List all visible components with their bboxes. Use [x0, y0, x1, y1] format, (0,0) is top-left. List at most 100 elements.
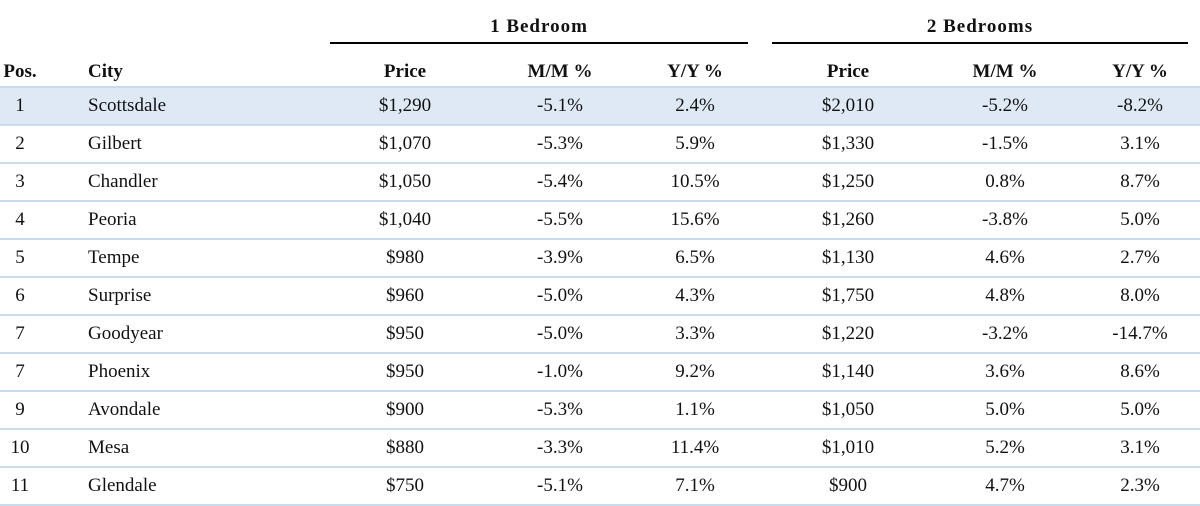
value-cell: 4.8% — [985, 285, 1025, 306]
city-cell: Goodyear — [88, 323, 163, 344]
value-cell: 2.3% — [1120, 475, 1160, 496]
value-cell: $1,260 — [821, 209, 875, 230]
value-cell: 0.8% — [985, 171, 1025, 192]
table-row — [0, 468, 1200, 506]
value-cell: 3.3% — [675, 323, 715, 344]
value-cell: 7 — [15, 323, 25, 344]
value-cell: $1,040 — [378, 209, 432, 230]
value-cell: $1,140 — [821, 361, 875, 382]
city-cell: Chandler — [88, 171, 158, 192]
value-cell: 9.2% — [675, 361, 715, 382]
value-cell: 5.0% — [1120, 399, 1160, 420]
group-header: 1 Bedroom — [330, 12, 748, 44]
value-cell: 3 — [15, 171, 25, 192]
city-cell: Scottsdale — [88, 95, 167, 116]
value-cell: 8.6% — [1120, 361, 1160, 382]
column-header: Price — [826, 61, 870, 82]
value-cell: $1,290 — [378, 95, 432, 116]
value-cell: $880 — [386, 437, 424, 458]
value-cell: $960 — [386, 285, 424, 306]
value-cell: $950 — [386, 323, 424, 344]
value-cell: -5.0% — [537, 323, 583, 344]
column-header: M/M % — [527, 61, 593, 82]
value-cell: 2.4% — [675, 95, 715, 116]
value-cell: $750 — [386, 475, 424, 496]
value-cell: 4 — [15, 209, 25, 230]
value-cell: 11 — [10, 475, 30, 496]
value-cell: -5.1% — [537, 475, 583, 496]
table-row — [0, 202, 1200, 240]
value-cell: 5.0% — [1120, 209, 1160, 230]
column-header: Y/Y % — [667, 61, 723, 82]
value-cell: 6 — [15, 285, 25, 306]
value-cell: $900 — [829, 475, 867, 496]
value-cell: 7 — [15, 361, 25, 382]
value-cell: 5.2% — [985, 437, 1025, 458]
value-cell: -5.3% — [537, 133, 583, 154]
value-cell: $980 — [386, 247, 424, 268]
value-cell: $1,050 — [378, 171, 432, 192]
value-cell: 4.3% — [675, 285, 715, 306]
value-cell: 10.5% — [670, 171, 720, 192]
table-row — [0, 240, 1200, 278]
value-cell: -5.1% — [537, 95, 583, 116]
city-cell: Avondale — [88, 399, 161, 420]
value-cell: 6.5% — [675, 247, 715, 268]
value-cell: 4.6% — [985, 247, 1025, 268]
city-cell: Phoenix — [88, 361, 151, 382]
value-cell: 3.6% — [985, 361, 1025, 382]
table-row — [0, 164, 1200, 202]
value-cell: $1,010 — [821, 437, 875, 458]
group-header: 2 Bedrooms — [772, 12, 1188, 44]
value-cell: -5.3% — [537, 399, 583, 420]
value-cell: $2,010 — [821, 95, 875, 116]
value-cell: -8.2% — [1117, 95, 1163, 116]
value-cell: -5.5% — [537, 209, 583, 230]
value-cell: 10 — [10, 437, 30, 458]
table-row — [0, 316, 1200, 354]
value-cell: 8.7% — [1120, 171, 1160, 192]
column-header: City — [88, 61, 123, 82]
value-cell: 5.0% — [985, 399, 1025, 420]
value-cell: $1,750 — [821, 285, 875, 306]
value-cell: 2 — [15, 133, 25, 154]
city-cell: Surprise — [88, 285, 152, 306]
column-header: M/M % — [972, 61, 1038, 82]
value-cell: -3.8% — [982, 209, 1028, 230]
column-header: Price — [383, 61, 427, 82]
value-cell: -5.4% — [537, 171, 583, 192]
value-cell: 1.1% — [675, 399, 715, 420]
value-cell: $950 — [386, 361, 424, 382]
value-cell: $1,330 — [821, 133, 875, 154]
table-row — [0, 278, 1200, 316]
value-cell: 5.9% — [675, 133, 715, 154]
city-cell: Gilbert — [88, 133, 142, 154]
value-cell: 11.4% — [670, 437, 720, 458]
value-cell: $1,130 — [821, 247, 875, 268]
column-header: Pos. — [3, 61, 37, 82]
table-row — [0, 88, 1200, 126]
value-cell: -5.0% — [537, 285, 583, 306]
value-cell: $1,050 — [821, 399, 875, 420]
value-cell: 1 — [15, 95, 25, 116]
value-cell: 9 — [15, 399, 25, 420]
column-header: Y/Y % — [1112, 61, 1168, 82]
value-cell: 3.1% — [1120, 437, 1160, 458]
table-row — [0, 392, 1200, 430]
value-cell: 8.0% — [1120, 285, 1160, 306]
value-cell: 2.7% — [1120, 247, 1160, 268]
value-cell: -3.3% — [537, 437, 583, 458]
value-cell: -5.2% — [982, 95, 1028, 116]
city-cell: Peoria — [88, 209, 137, 230]
value-cell: $1,070 — [378, 133, 432, 154]
city-cell: Mesa — [88, 437, 130, 458]
value-cell: 4.7% — [985, 475, 1025, 496]
value-cell: 3.1% — [1120, 133, 1160, 154]
city-cell: Glendale — [88, 475, 157, 496]
value-cell: 5 — [15, 247, 25, 268]
value-cell: -1.0% — [537, 361, 583, 382]
header-rule — [0, 86, 1200, 88]
table-row — [0, 430, 1200, 468]
value-cell: -3.9% — [537, 247, 583, 268]
